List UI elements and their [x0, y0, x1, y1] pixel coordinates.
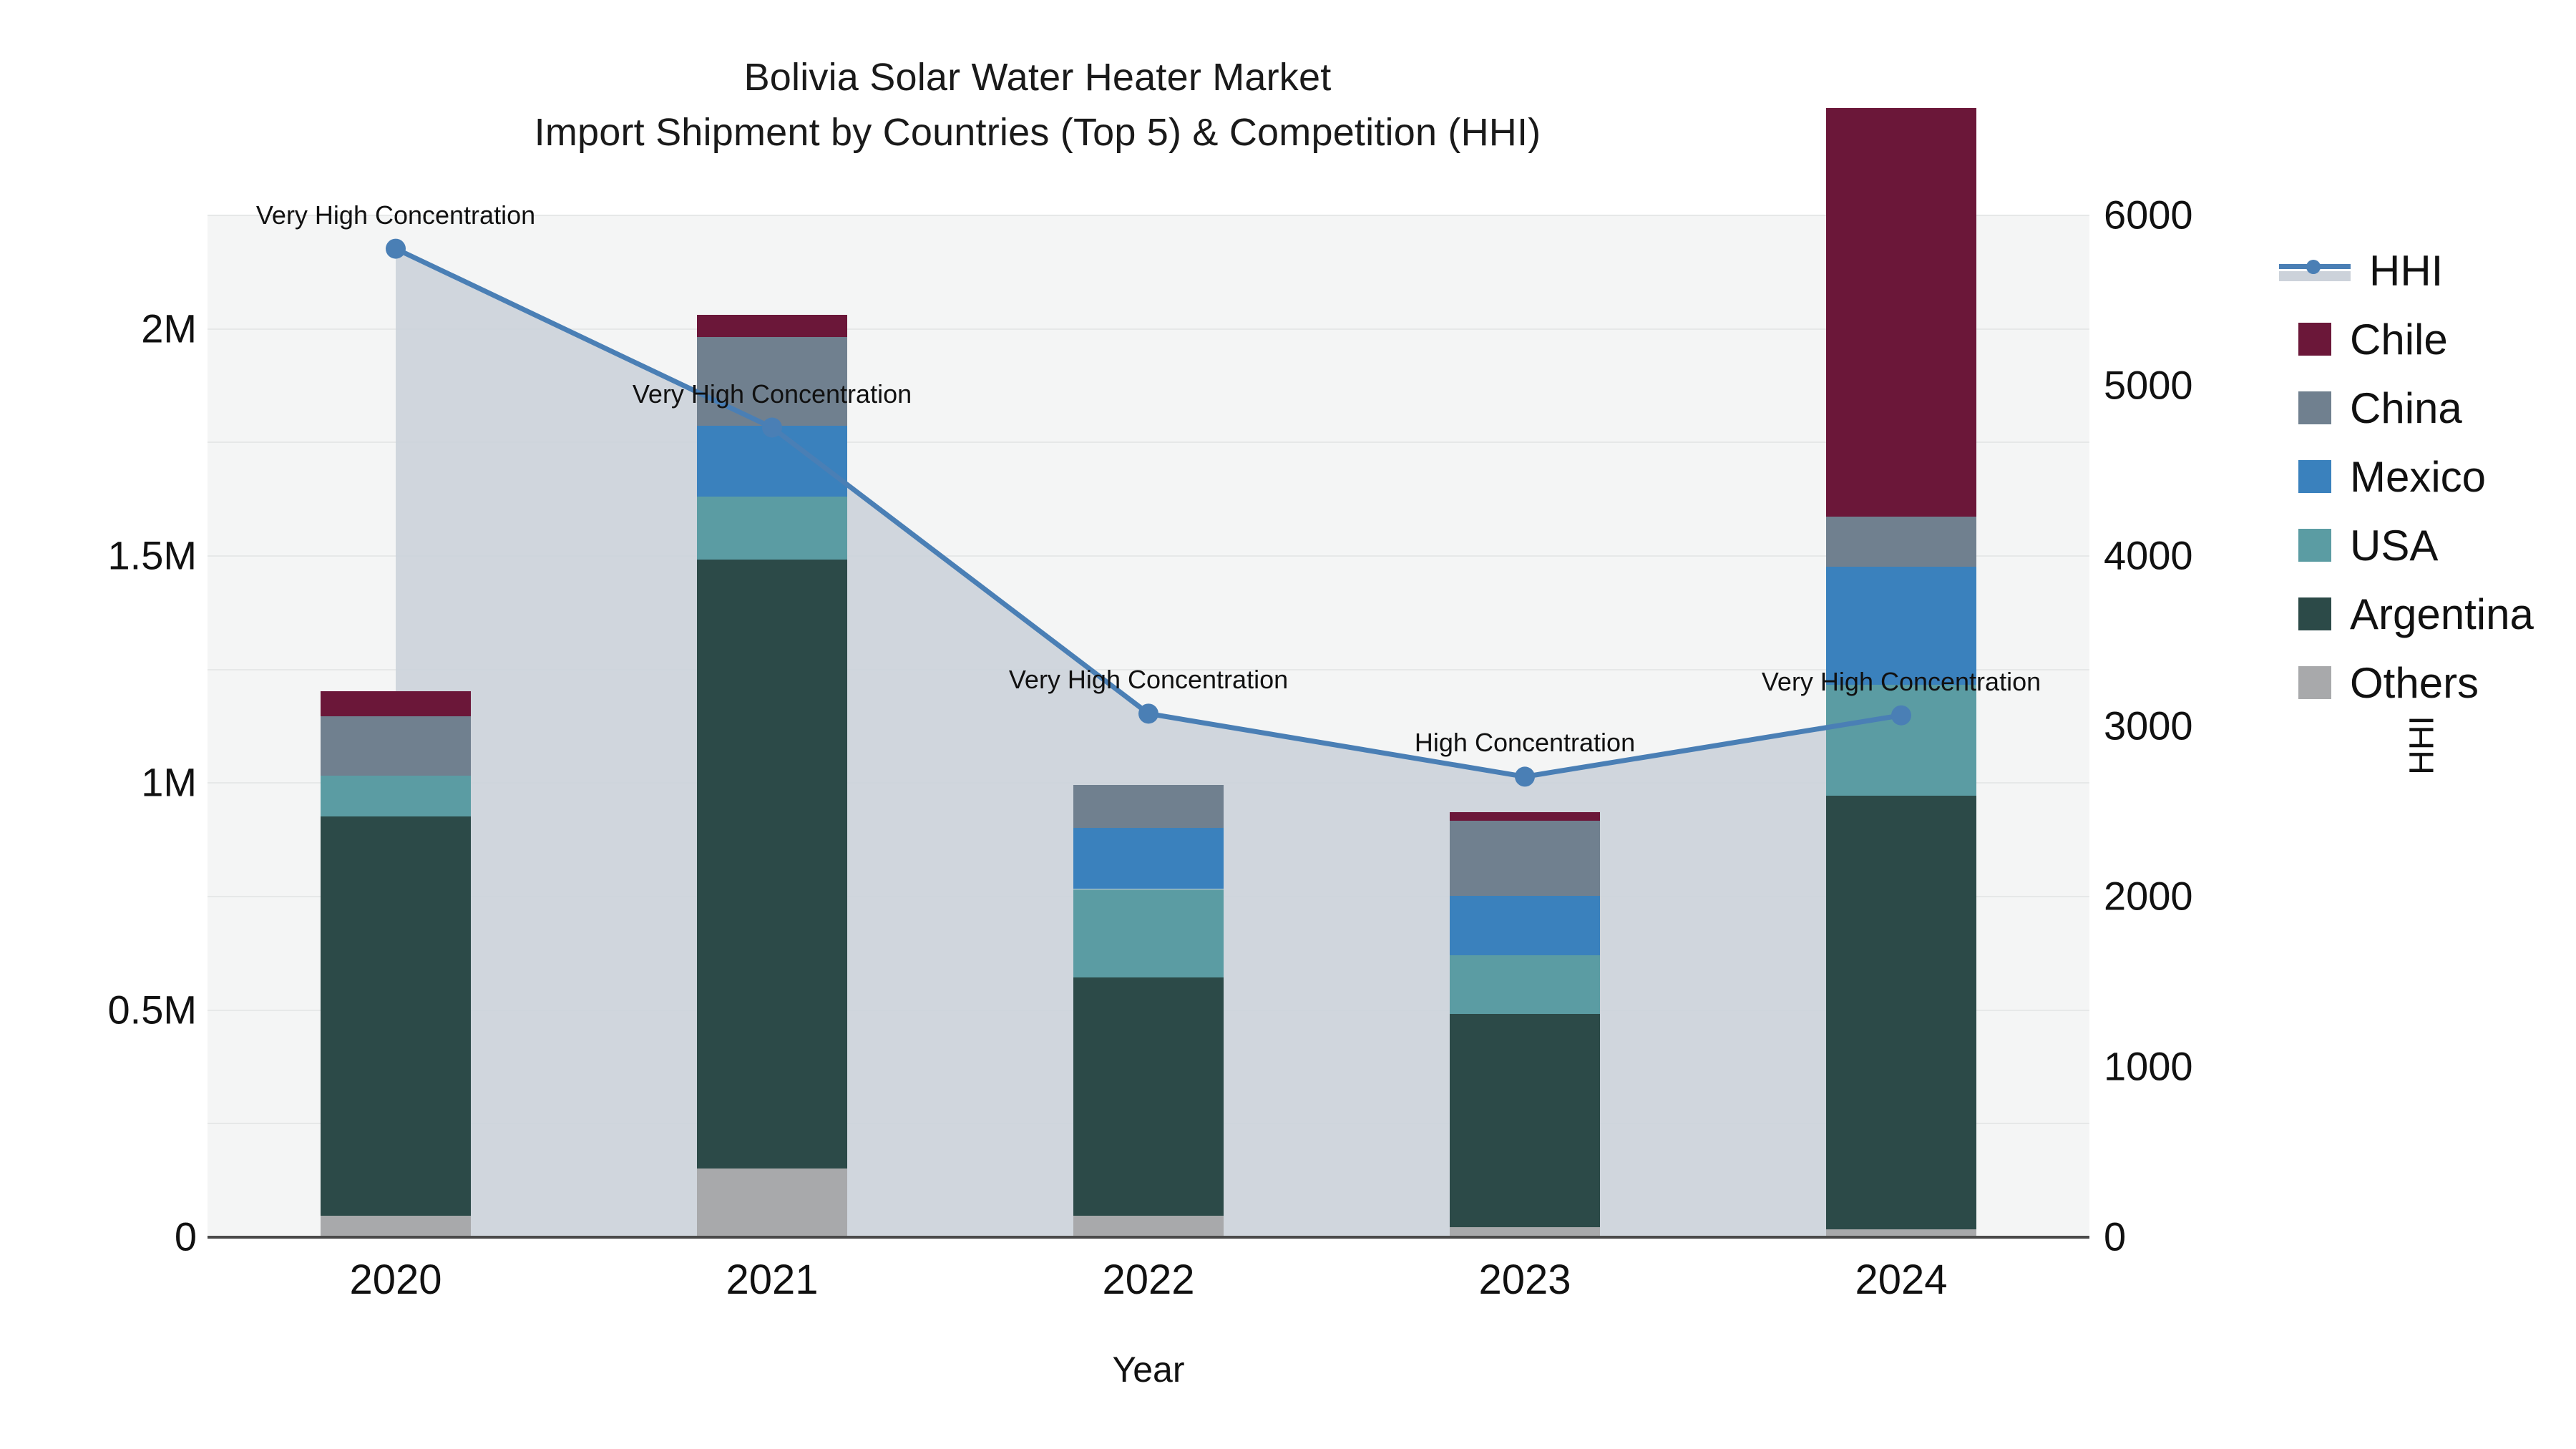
square-swatch-icon — [2298, 391, 2331, 424]
legend-label: USA — [2350, 521, 2439, 570]
bar-segment-chile[interactable] — [321, 691, 471, 717]
bar-segment-usa[interactable] — [1073, 889, 1224, 978]
y-axis-right-tick-label: 3000 — [2104, 703, 2193, 748]
legend-label: Others — [2350, 658, 2479, 707]
bar-segment-china[interactable] — [1826, 517, 1976, 567]
gridline — [208, 668, 2089, 670]
stacked-bar[interactable] — [321, 691, 471, 1236]
square-swatch-icon — [2298, 597, 2331, 630]
bar-segment-chile[interactable] — [1450, 811, 1600, 821]
x-axis-tick-label[interactable]: 2022 — [1102, 1257, 1195, 1303]
hhi-concentration-annotation: High Concentration — [1414, 728, 1636, 758]
legend-label: HHI — [2369, 246, 2444, 295]
stacked-bar[interactable] — [1450, 733, 1600, 1236]
gridline — [208, 441, 2089, 444]
legend-label: China — [2350, 384, 2462, 432]
bar-segment-mexico[interactable] — [1826, 566, 1976, 685]
y-axis-right-tick-label: 4000 — [2104, 532, 2193, 578]
bar-segment-others[interactable] — [697, 1168, 847, 1236]
legend-item-chile[interactable]: Chile — [2279, 305, 2576, 374]
y-axis-right-tick-label: 2000 — [2104, 873, 2193, 919]
bar-segment-usa[interactable] — [697, 496, 847, 560]
square-swatch-icon — [2298, 460, 2331, 493]
legend-item-usa[interactable]: USA — [2279, 511, 2576, 580]
line-marker-icon — [2279, 254, 2351, 287]
bar-segment-others[interactable] — [1826, 1229, 1976, 1236]
bar-segment-usa[interactable] — [321, 775, 471, 816]
bar-segment-argentina[interactable] — [1450, 1014, 1600, 1228]
square-swatch-icon — [2298, 666, 2331, 699]
y-axis-right-tick-label: 0 — [2104, 1214, 2127, 1259]
plot-area: Very High Concentration Very High Concent… — [208, 107, 2089, 1303]
stacked-bar[interactable] — [697, 314, 847, 1236]
hhi-concentration-annotation: Very High Concentration — [255, 200, 536, 230]
hhi-line-series — [386, 238, 1911, 787]
legend-marker-dot — [2306, 260, 2321, 274]
gridline — [208, 328, 2089, 330]
legend-item-hhi[interactable]: HHI — [2279, 236, 2576, 305]
y-axis-right-tick-label: 5000 — [2104, 362, 2193, 408]
bar-segment-others[interactable] — [321, 1216, 471, 1236]
y-axis-right-ticks: 0 1000 2000 3000 4000 5000 6000 — [2104, 192, 2290, 1259]
bar-segment-usa[interactable] — [1826, 684, 1976, 796]
square-swatch-icon — [2298, 529, 2331, 562]
x-axis-tick-label[interactable]: 2023 — [1478, 1257, 1571, 1303]
y-axis-left-tick-label: 0 — [174, 1214, 197, 1259]
bar-segment-chile[interactable] — [697, 314, 847, 338]
bar-segment-argentina[interactable] — [1073, 977, 1224, 1216]
y-axis-left-tick-label: 1M — [141, 759, 197, 805]
chart-legend: HHI Chile China Mexico USA Argentina Others — [2279, 236, 2576, 717]
x-axis-tick-label[interactable]: 2021 — [726, 1257, 819, 1303]
legend-item-china[interactable]: China — [2279, 374, 2576, 442]
y-axis-left-tick-label: 2M — [141, 306, 197, 351]
y-axis-left-ticks: 0 0.5M 1M 1.5M 2M — [72, 215, 197, 1259]
bar-segment-argentina[interactable] — [1826, 796, 1976, 1230]
bar-segment-others[interactable] — [1450, 1227, 1600, 1236]
y-axis-left-tick-label: 0.5M — [107, 987, 197, 1033]
legend-label: Chile — [2350, 315, 2448, 364]
hhi-concentration-annotation: Very High Concentration — [1761, 666, 2041, 696]
legend-item-mexico[interactable]: Mexico — [2279, 442, 2576, 511]
hhi-concentration-annotation: Very High Concentration — [632, 379, 912, 409]
legend-item-argentina[interactable]: Argentina — [2279, 580, 2576, 648]
x-axis-tick-label[interactable]: 2024 — [1855, 1257, 1948, 1303]
bar-segment-argentina[interactable] — [697, 560, 847, 1169]
gridline — [208, 215, 2089, 216]
x-axis-tick-label[interactable]: 2020 — [349, 1257, 442, 1303]
legend-item-others[interactable]: Others — [2279, 648, 2576, 717]
y-axis-right-tick-label: 1000 — [2104, 1043, 2193, 1089]
bar-segment-china[interactable] — [1450, 821, 1600, 896]
y-axis-left-tick-label: 1.5M — [107, 532, 197, 578]
stacked-bar[interactable] — [1826, 107, 1976, 1236]
bar-segment-argentina[interactable] — [321, 816, 471, 1216]
stacked-bar[interactable] — [1073, 739, 1224, 1236]
chart-title: Bolivia Solar Water Heater Market Import… — [0, 50, 2075, 160]
square-swatch-icon — [2298, 323, 2331, 356]
bar-segment-chile[interactable] — [1826, 107, 1976, 517]
bar-segment-mexico[interactable] — [1073, 827, 1224, 889]
bar-segment-others[interactable] — [1073, 1216, 1224, 1236]
legend-label: Mexico — [2350, 452, 2487, 501]
chart-title-line-2: Import Shipment by Countries (Top 5) & C… — [534, 110, 1541, 154]
x-axis-line — [208, 1236, 2089, 1239]
bar-segment-china[interactable] — [1073, 784, 1224, 828]
bar-segment-china[interactable] — [321, 716, 471, 776]
bar-segment-mexico[interactable] — [697, 426, 847, 497]
bar-segment-usa[interactable] — [1450, 955, 1600, 1015]
gridline — [208, 555, 2089, 557]
hhi-concentration-annotation: Very High Concentration — [1008, 665, 1289, 695]
bar-segment-mexico[interactable] — [1450, 896, 1600, 955]
chart-title-line-1: Bolivia Solar Water Heater Market — [743, 56, 1332, 99]
bar-segment-china[interactable] — [697, 337, 847, 426]
legend-area-fill — [2279, 271, 2351, 281]
legend-label: Argentina — [2350, 590, 2534, 638]
x-axis-label: Year — [1112, 1350, 1185, 1390]
y-axis-right-tick-label: 6000 — [2104, 192, 2193, 238]
